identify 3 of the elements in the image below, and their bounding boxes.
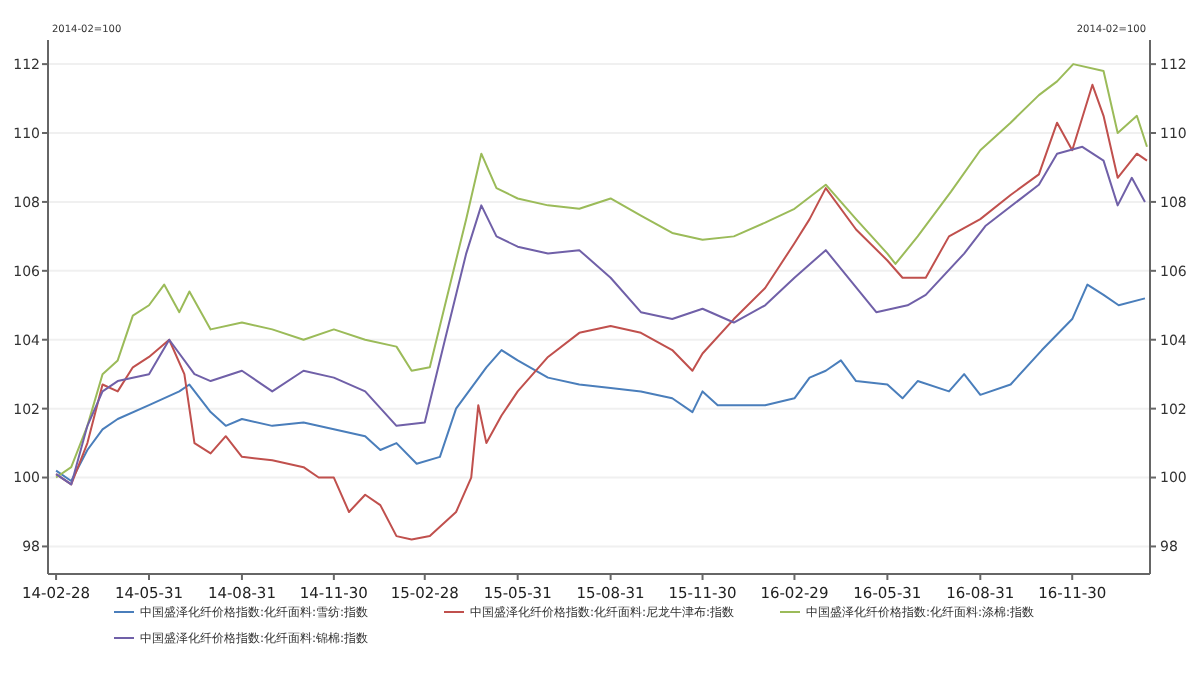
line-series bbox=[55, 283, 1146, 482]
line-series bbox=[55, 63, 1148, 479]
line-series bbox=[55, 145, 1146, 486]
